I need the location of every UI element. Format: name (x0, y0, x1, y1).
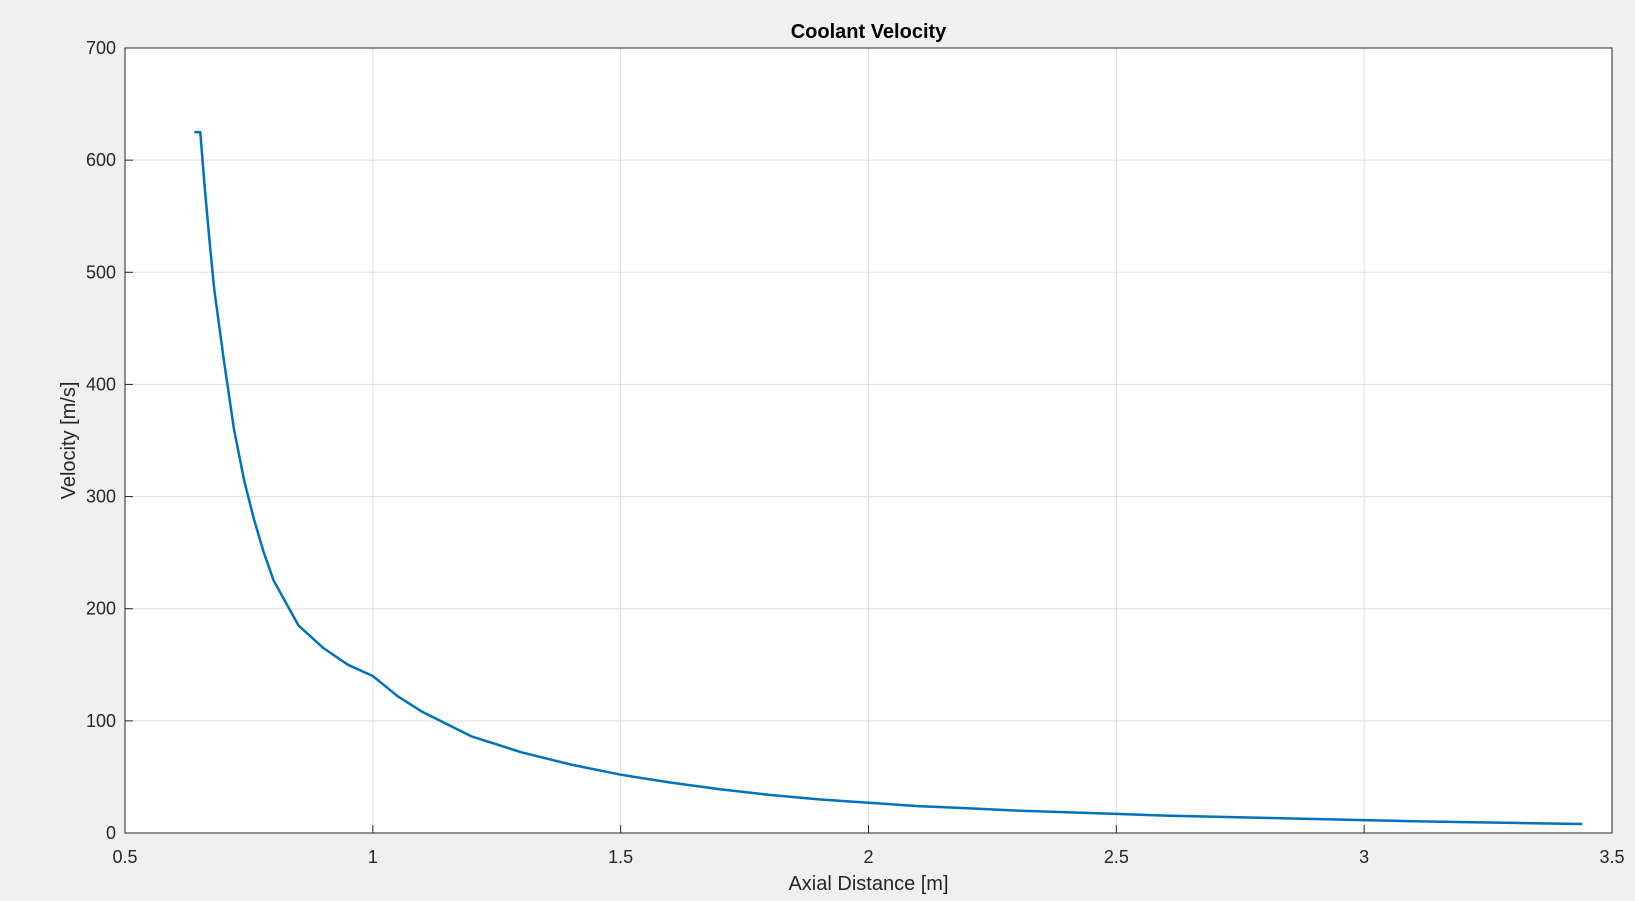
y-tick-label: 500 (86, 262, 116, 282)
y-tick-label: 0 (106, 823, 116, 843)
x-tick-label: 0.5 (112, 847, 137, 867)
y-axis-label: Velocity [m/s] (58, 382, 80, 500)
x-tick-label: 1 (368, 847, 378, 867)
chart-title: Coolant Velocity (791, 21, 947, 43)
y-tick-label: 400 (86, 374, 116, 394)
x-tick-label: 2 (863, 847, 873, 867)
x-tick-label: 2.5 (1104, 847, 1129, 867)
ticks-layer: 0.5 1 1.5 2 2.5 3 3.5 0 100 200 300 400 500 600 700 (86, 38, 1625, 867)
y-tick-label: 300 (86, 487, 116, 507)
y-tick-label: 700 (86, 38, 116, 58)
x-axis-label: Axial Distance [m] (788, 873, 948, 895)
y-tick-label: 200 (86, 599, 116, 619)
y-tick-label: 100 (86, 711, 116, 731)
series-line (194, 130, 1583, 826)
grid-lines (125, 48, 1612, 833)
x-tick-label: 3 (1359, 847, 1369, 867)
x-tick-label: 1.5 (608, 847, 633, 867)
series-layer (194, 130, 1583, 826)
x-tick-label: 3.5 (1599, 847, 1624, 867)
y-tick-label: 600 (86, 150, 116, 170)
